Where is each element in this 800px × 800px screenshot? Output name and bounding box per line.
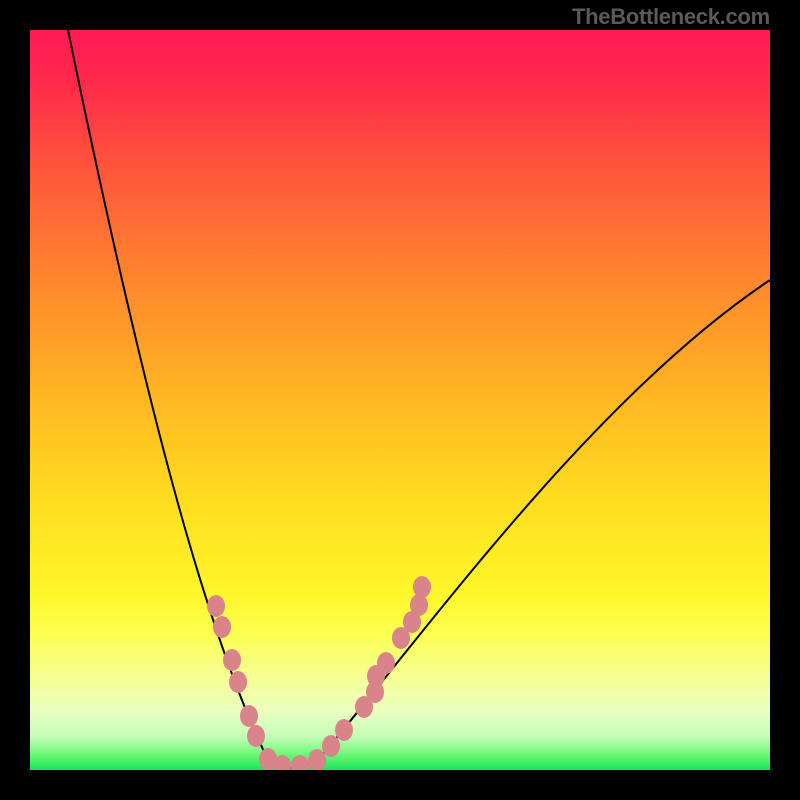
data-dot	[229, 671, 247, 693]
data-dot	[335, 719, 353, 741]
data-dot	[223, 649, 241, 671]
data-dot	[207, 595, 225, 617]
data-dot	[240, 705, 258, 727]
data-dot	[322, 735, 340, 757]
data-dot	[213, 616, 231, 638]
data-dot	[413, 576, 431, 598]
data-dot	[273, 755, 291, 777]
data-dot	[247, 725, 265, 747]
data-dot	[377, 652, 395, 674]
watermark-text: TheBottleneck.com	[572, 4, 770, 30]
data-dot	[308, 749, 326, 771]
chart-svg	[0, 0, 800, 800]
data-dot	[291, 755, 309, 777]
